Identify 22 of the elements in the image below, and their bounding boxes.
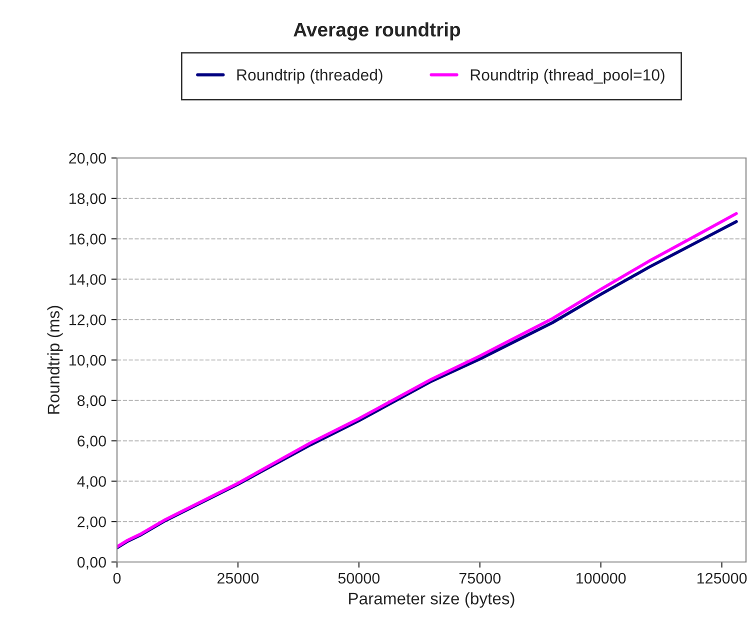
x-tick-label: 25000 xyxy=(217,572,259,584)
y-tick-label: 10,00 xyxy=(70,354,106,368)
y-tick-label: 0,00 xyxy=(77,556,106,570)
legend-label: Roundtrip (threaded) xyxy=(237,68,382,84)
x-tick-label: 75000 xyxy=(459,572,501,584)
y-tick-label: 20,00 xyxy=(69,152,106,166)
y-tick-label: 18,00 xyxy=(70,193,106,206)
y-tick-label: 6,00 xyxy=(78,436,106,448)
x-tick-label: 125000 xyxy=(697,572,747,584)
y-tick-label: 14,00 xyxy=(70,274,106,287)
y-tick-label: 16,00 xyxy=(70,234,106,246)
x-tick-label: 0 xyxy=(113,572,121,584)
x-axis-title: Parameter size (bytes) xyxy=(349,592,514,608)
y-tick-label: 12,00 xyxy=(70,314,106,328)
y-tick-label: 2,00 xyxy=(78,516,106,530)
chart-title: Average roundtrip xyxy=(294,22,460,40)
y-tick-label: 4,00 xyxy=(77,476,106,489)
y-tick-label: 8,00 xyxy=(78,395,106,408)
x-tick-label: 50000 xyxy=(338,572,380,584)
y-axis-title: Roundtrip (ms) xyxy=(47,306,63,414)
x-tick-label: 100000 xyxy=(576,572,626,584)
legend-label: Roundtrip (thread_pool=10) xyxy=(470,68,664,84)
